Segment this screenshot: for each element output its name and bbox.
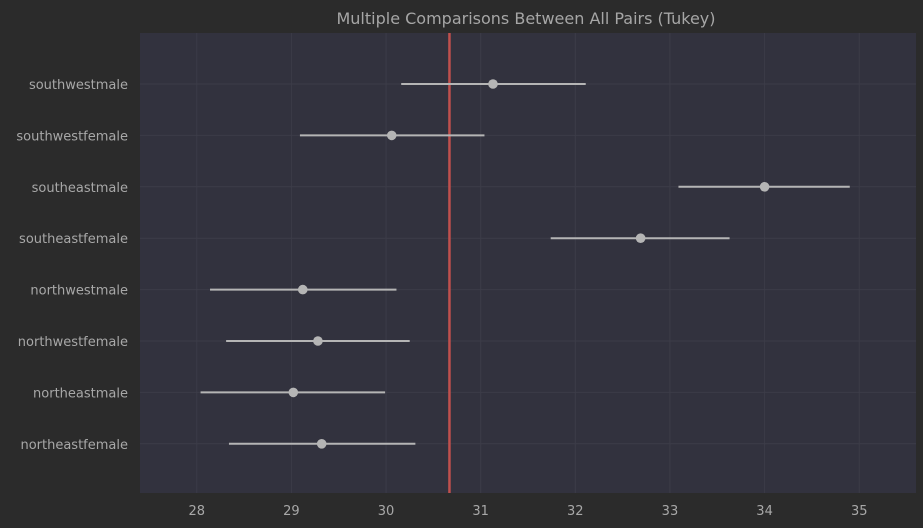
mean-marker xyxy=(288,387,299,398)
y-tick-label: northwestmale xyxy=(30,284,128,299)
y-tick-labels: southwestmale southwestfemale southeastmal… xyxy=(16,78,128,453)
y-tick-label: southeastfemale xyxy=(19,232,128,247)
x-tick-label: 29 xyxy=(283,504,300,519)
mean-points xyxy=(288,79,770,449)
x-tick-label: 32 xyxy=(567,504,584,519)
x-tick-label: 33 xyxy=(662,504,679,519)
y-tick-label: northeastfemale xyxy=(20,438,128,453)
mean-marker xyxy=(386,130,397,141)
y-tick-label: southwestfemale xyxy=(16,129,128,144)
x-tick-label: 28 xyxy=(189,504,206,519)
y-tick-label: southeastmale xyxy=(32,181,128,196)
mean-marker xyxy=(313,336,323,346)
mean-marker xyxy=(297,284,308,295)
x-tick-labels: 28 29 30 31 32 33 34 35 xyxy=(189,504,868,519)
mean-marker xyxy=(488,79,498,89)
x-tick-label: 35 xyxy=(851,504,868,519)
x-tick-label: 34 xyxy=(756,504,773,519)
chart-title: Multiple Comparisons Between All Pairs (… xyxy=(336,9,715,28)
mean-marker xyxy=(316,439,327,449)
grid-lines xyxy=(140,33,916,493)
y-tick-label: northwestfemale xyxy=(18,335,128,350)
x-tick-label: 31 xyxy=(472,504,489,519)
plot-area xyxy=(140,33,916,493)
x-tick-label: 30 xyxy=(378,504,395,519)
y-tick-label: southwestmale xyxy=(29,78,128,93)
mean-marker xyxy=(635,233,646,243)
y-tick-label: northeastmale xyxy=(33,386,128,401)
mean-marker xyxy=(759,182,770,192)
